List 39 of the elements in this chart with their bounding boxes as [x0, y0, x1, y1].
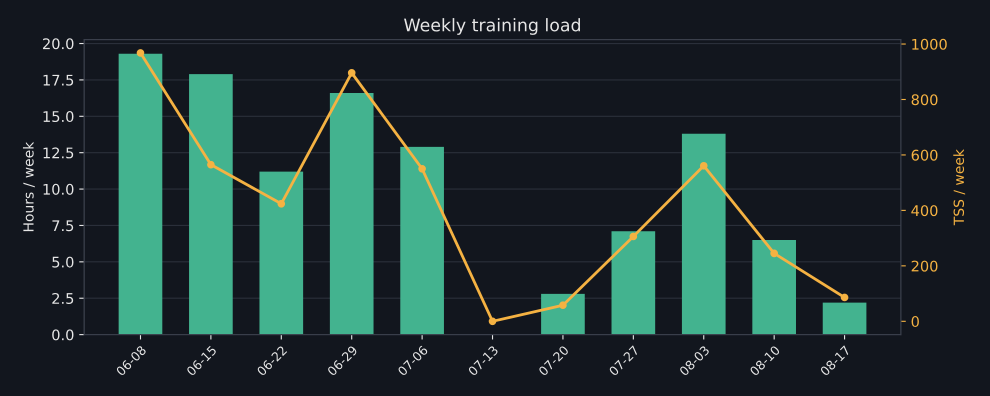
bar [400, 146, 444, 335]
bar [682, 134, 726, 335]
bar [259, 172, 304, 335]
point [207, 160, 215, 168]
y-tick-label: 5.0 [52, 256, 74, 268]
y-tick-label: 12.5 [44, 147, 74, 158]
point [840, 294, 848, 302]
bar [541, 294, 585, 335]
chart-title: Weekly training load [404, 18, 580, 35]
y-tick-label: 15.0 [44, 111, 74, 122]
point [136, 49, 144, 57]
y-tick-label: 10.0 [44, 184, 74, 195]
bar [822, 302, 866, 335]
bar [330, 93, 374, 335]
y-tick-label: 20.0 [43, 38, 74, 50]
y2-axis-title: TSS / week [953, 149, 966, 226]
bar [752, 240, 796, 335]
point [700, 162, 708, 170]
y2-tick-label: 200 [912, 260, 938, 272]
point [770, 250, 778, 258]
bar [612, 231, 656, 335]
point [277, 200, 286, 208]
y2-tick-label: 600 [912, 150, 938, 161]
y-axis-title: Hours / week [22, 142, 35, 232]
y2-tick-label: 800 [912, 94, 938, 106]
point [418, 164, 426, 173]
point [488, 317, 496, 326]
point [559, 301, 567, 310]
y-tick-label: 7.5 [52, 220, 74, 232]
point [630, 232, 638, 240]
point [348, 69, 356, 77]
y-tick-label: 0.0 [52, 329, 74, 340]
y-tick-label: 17.5 [44, 74, 74, 86]
y2-tick-label: 400 [911, 205, 938, 216]
bar [118, 54, 162, 335]
bar [189, 74, 233, 335]
y-tick-label: 2.5 [52, 292, 74, 304]
y2-tick-label: 1000 [912, 38, 947, 50]
y2-tick-label: 0 [912, 316, 919, 328]
